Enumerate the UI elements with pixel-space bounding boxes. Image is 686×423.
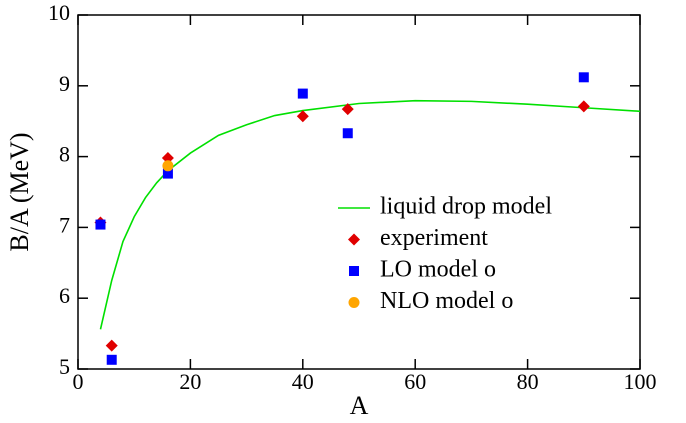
legend-marker [348,233,360,246]
y-tick-label: 9 [59,71,70,96]
x-tick-label: 80 [517,369,539,394]
square-marker [297,88,308,99]
legend-label: NLO model o [380,288,513,314]
y-tick-label: 8 [59,142,70,167]
legend-label: LO model o [380,257,496,283]
line-series [99,99,641,330]
legend-marker [349,266,359,276]
legend-marker [348,297,360,308]
x-axis-label: A [350,391,369,420]
y-tick-label: 10 [48,0,70,25]
square-marker [95,219,106,230]
plot-frame [77,14,641,370]
diamond-marker [341,103,354,116]
diamond-marker [105,339,118,352]
square-marker [342,128,353,139]
x-tick-label: 60 [404,369,426,394]
x-tick-label: 40 [292,369,314,394]
diamond-marker [577,100,590,113]
y-tick-label: 7 [59,212,70,237]
x-tick-label: 20 [179,369,201,394]
square-marker [106,354,117,365]
y-tick-label: 5 [59,354,70,379]
x-tick-label: 0 [73,369,84,394]
y-axis-label: B/A (MeV) [5,132,34,251]
legend-label: experiment [380,225,488,251]
legend-label: liquid drop model [380,194,552,220]
square-marker [578,72,589,83]
diamond-marker [296,110,309,123]
circle-marker [162,160,174,172]
x-tick-label: 100 [624,369,657,394]
y-tick-label: 6 [59,283,70,308]
square-marker [162,168,173,179]
diamond-marker [161,152,174,165]
